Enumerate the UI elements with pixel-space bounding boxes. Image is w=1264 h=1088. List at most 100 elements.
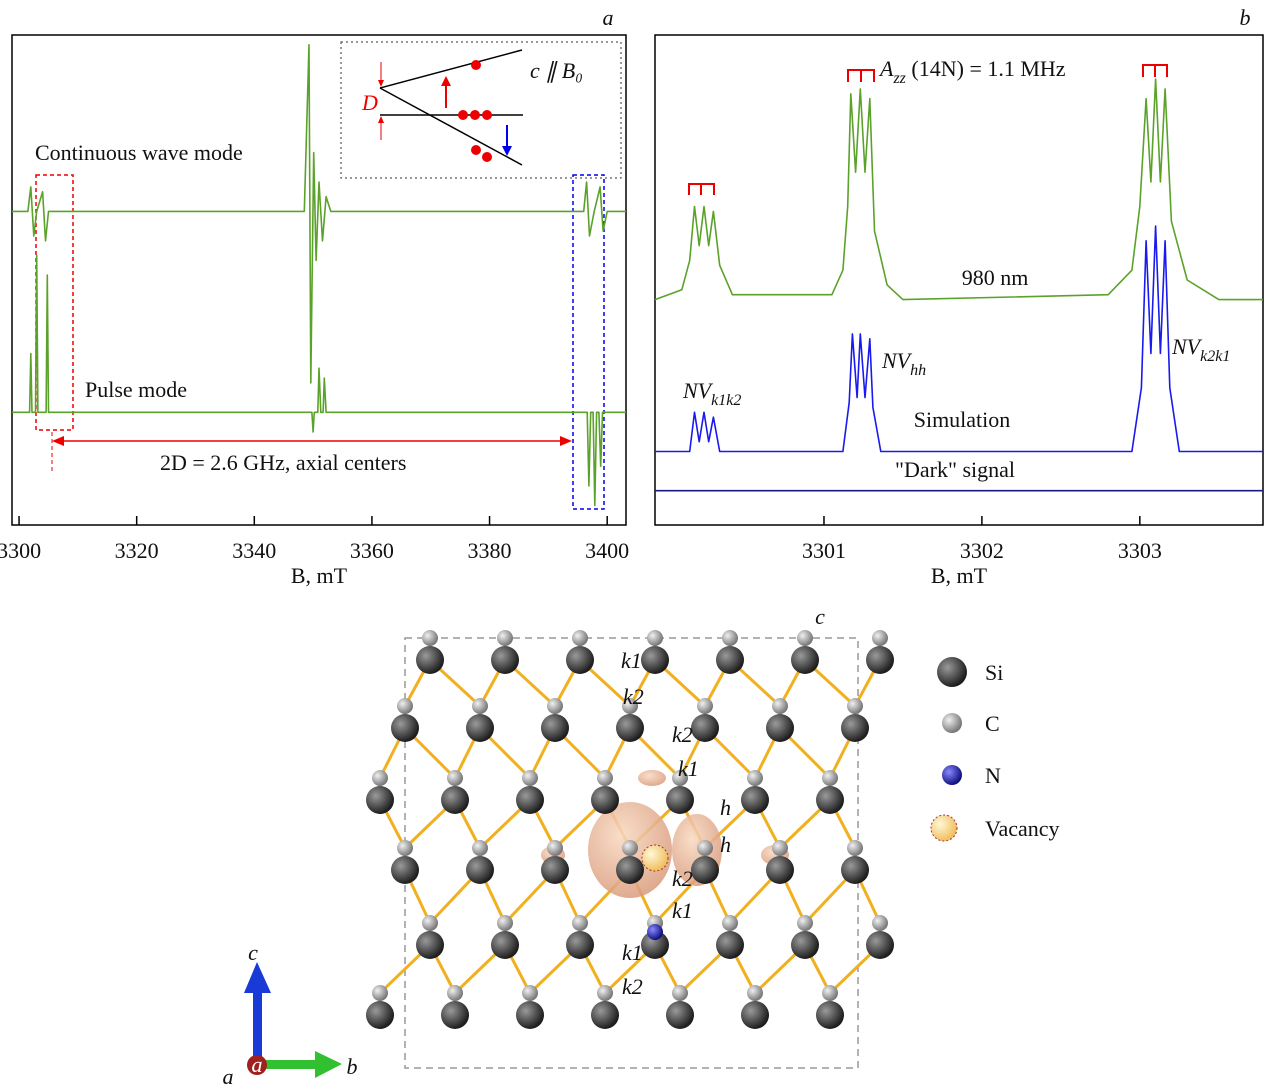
silicon-atom [541, 714, 569, 742]
crystal-structure [366, 630, 894, 1069]
silicon-atom [666, 786, 694, 814]
carbon-atom [397, 840, 413, 856]
x-axis-label: B, mT [931, 563, 988, 588]
nitrogen-atom [647, 924, 663, 940]
site-label: k1 [678, 756, 699, 781]
hyperfine-label-sub: zz [892, 70, 906, 87]
spin-density [638, 770, 666, 786]
hyperfine-label: Azz (14N) = 1.1 MHz [878, 56, 1066, 87]
carbon-atom [497, 915, 513, 931]
center-label: NVhh [881, 348, 926, 379]
series-label: Continuous wave mode [35, 140, 243, 165]
panel-label: a [603, 5, 614, 30]
site-label: k1 [672, 898, 693, 923]
carbon-atom [522, 770, 538, 786]
plot-frame [654, 34, 1264, 526]
silicon-atom [641, 646, 669, 674]
orientation-label: c ∥ B₀ [530, 58, 583, 83]
carbon-atom [472, 698, 488, 714]
silicon-atom [366, 1001, 394, 1029]
silicon-atom [741, 1001, 769, 1029]
axis-triad-label: b [347, 1054, 358, 1079]
carbon-atom [822, 985, 838, 1001]
silicon-atom [666, 1001, 694, 1029]
center-label-main: NV [1171, 334, 1203, 359]
silicon-atom [691, 856, 719, 884]
silicon-atom [841, 714, 869, 742]
carbon-atom [772, 698, 788, 714]
silicon-atom [816, 1001, 844, 1029]
site-label: k2 [623, 684, 644, 709]
center-label-sub: hh [910, 362, 926, 379]
carbon-atom [797, 630, 813, 646]
center-label-sub: k1k2 [711, 392, 741, 409]
x-tick-label: 3320 [115, 538, 159, 563]
silicon-atom [841, 856, 869, 884]
silicon-atom [866, 931, 894, 959]
carbon-atom [822, 770, 838, 786]
carbon-atom [397, 698, 413, 714]
carbon-atom [872, 915, 888, 931]
silicon-atom [616, 714, 644, 742]
site-label: h [720, 832, 731, 857]
center-label: NVk1k2 [682, 378, 741, 409]
carbon-atom [747, 770, 763, 786]
axis-triad [244, 962, 342, 1078]
site-label: k2 [622, 974, 643, 999]
x-tick-label: 3301 [802, 538, 846, 563]
site-label: k1 [622, 940, 643, 965]
legend-symbols [930, 657, 967, 842]
site-label: k2 [672, 722, 693, 747]
vacancy [641, 844, 669, 872]
x-tick-label: 3303 [1118, 538, 1162, 563]
silicon-atom [516, 1001, 544, 1029]
center-label-sub: k2k1 [1200, 348, 1230, 365]
series-label: Simulation [914, 407, 1011, 432]
site-label: k2 [672, 866, 693, 891]
x-tick-label: 3400 [585, 538, 629, 563]
silicon-atom [791, 646, 819, 674]
carbon-atom [697, 840, 713, 856]
series-label: 980 nm [962, 265, 1029, 290]
carbon-atom [722, 630, 738, 646]
carbon-atom [547, 698, 563, 714]
center-label-main: NV [682, 378, 714, 403]
silicon-atom [766, 714, 794, 742]
center-label: NVk2k1 [1171, 334, 1230, 365]
carbon-atom [772, 840, 788, 856]
silicon-atom [391, 856, 419, 884]
silicon-atom [441, 1001, 469, 1029]
carbon-atom [497, 630, 513, 646]
carbon-atom [722, 915, 738, 931]
carbon-atom [522, 985, 538, 1001]
carbon-atom [422, 915, 438, 931]
series-label: "Dark" signal [895, 457, 1015, 482]
carbon-atom [672, 770, 688, 786]
carbon-atom [872, 630, 888, 646]
carbon-atom [447, 770, 463, 786]
silicon-atom [366, 786, 394, 814]
carbon-atom [447, 985, 463, 1001]
carbon-atom [597, 985, 613, 1001]
x-tick-label: 3340 [232, 538, 276, 563]
carbon-atom [422, 630, 438, 646]
spectrum-line [655, 225, 1263, 453]
silicon-atom [491, 646, 519, 674]
carbon-atom [372, 770, 388, 786]
silicon-atom [416, 931, 444, 959]
axis-triad-label: a [223, 1064, 234, 1088]
legend-label: C [985, 711, 1000, 736]
carbon-atom [622, 840, 638, 856]
site-label: k1 [621, 648, 642, 673]
carbon-atom [647, 630, 663, 646]
silicon-atom [591, 786, 619, 814]
x-tick-label: 3302 [960, 538, 1004, 563]
silicon-atom [466, 714, 494, 742]
silicon-atom [391, 714, 419, 742]
silicon-atom [866, 646, 894, 674]
plot-frame [11, 34, 627, 526]
hyperfine-label-main: A [878, 56, 894, 81]
carbon-atom [622, 698, 638, 714]
carbon-atom [672, 985, 688, 1001]
